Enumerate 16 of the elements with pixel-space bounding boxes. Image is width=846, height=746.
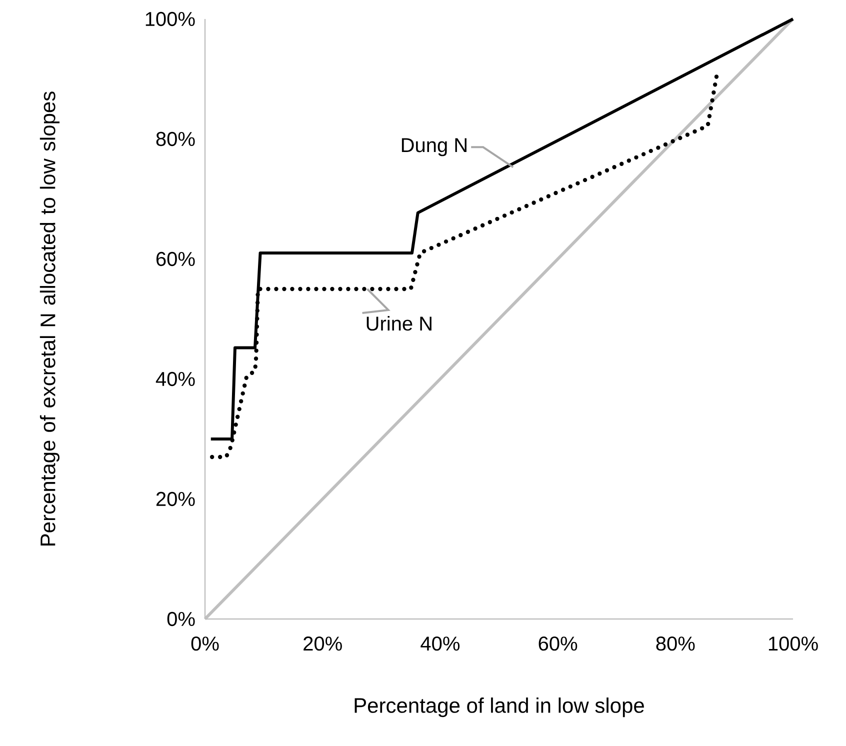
x-tick-label: 60% (538, 636, 578, 651)
x-tick-label: 40% (420, 636, 460, 651)
x-tick-label: 0% (191, 636, 219, 651)
x-tick-label: 100% (768, 636, 818, 651)
x-tick-label: 80% (656, 636, 695, 651)
annotation: Dung N (402, 138, 466, 156)
y-tick-label: 0% (167, 612, 195, 626)
y-tick-label: 20% (156, 492, 195, 506)
annotation: Urine N (366, 316, 432, 331)
y-tick-label: 60% (156, 252, 195, 266)
y-tick-label: 100% (146, 12, 195, 26)
x-axis-title: Percentage of land in low slope (354, 698, 644, 718)
y-tick-label: 80% (156, 132, 195, 146)
y-tick-label: 40% (156, 372, 195, 386)
y-axis-title: Percentage of excretal N allocated to low slopes (40, 92, 60, 546)
x-tick-label: 20% (304, 636, 342, 651)
